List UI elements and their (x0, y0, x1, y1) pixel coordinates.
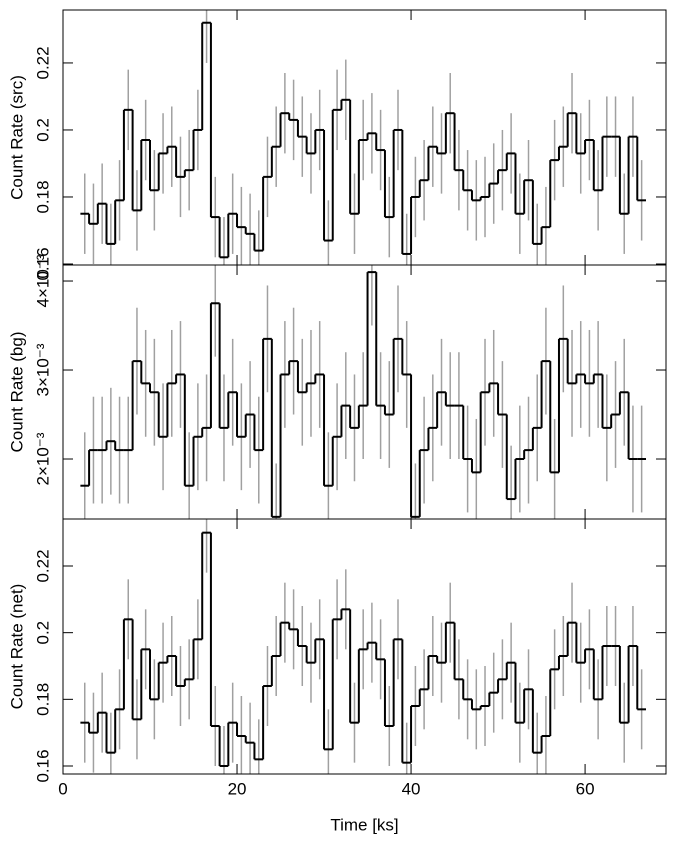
x-tick-label: 20 (228, 779, 247, 798)
y-tick-label: 2×10⁻³ (33, 432, 52, 485)
y-tick-label: 0.16 (33, 749, 52, 782)
y-axis-title: Count Rate (net) (7, 584, 26, 710)
y-axis-title: Count Rate (src) (7, 75, 26, 200)
x-tick-label: 40 (402, 779, 421, 798)
y-tick-label: 0.2 (33, 621, 52, 645)
y-tick-label: 0.18 (33, 180, 52, 213)
x-tick-label: 0 (58, 779, 67, 798)
y-tick-label: 0.22 (33, 46, 52, 79)
y-tick-label: 0.22 (33, 549, 52, 582)
x-axis-title: Time [ks] (330, 815, 398, 834)
x-tick-label: 60 (576, 779, 595, 798)
y-tick-label: 3×10⁻³ (33, 343, 52, 396)
y-tick-label: 0.18 (33, 683, 52, 716)
plot-frame (62, 518, 667, 775)
y-tick-label: 4×10⁻³ (33, 254, 52, 307)
y-tick-label: 0.2 (33, 118, 52, 142)
y-tick-label: 0.16 (33, 247, 52, 280)
y-axis-title: Count Rate (bg) (7, 332, 26, 453)
